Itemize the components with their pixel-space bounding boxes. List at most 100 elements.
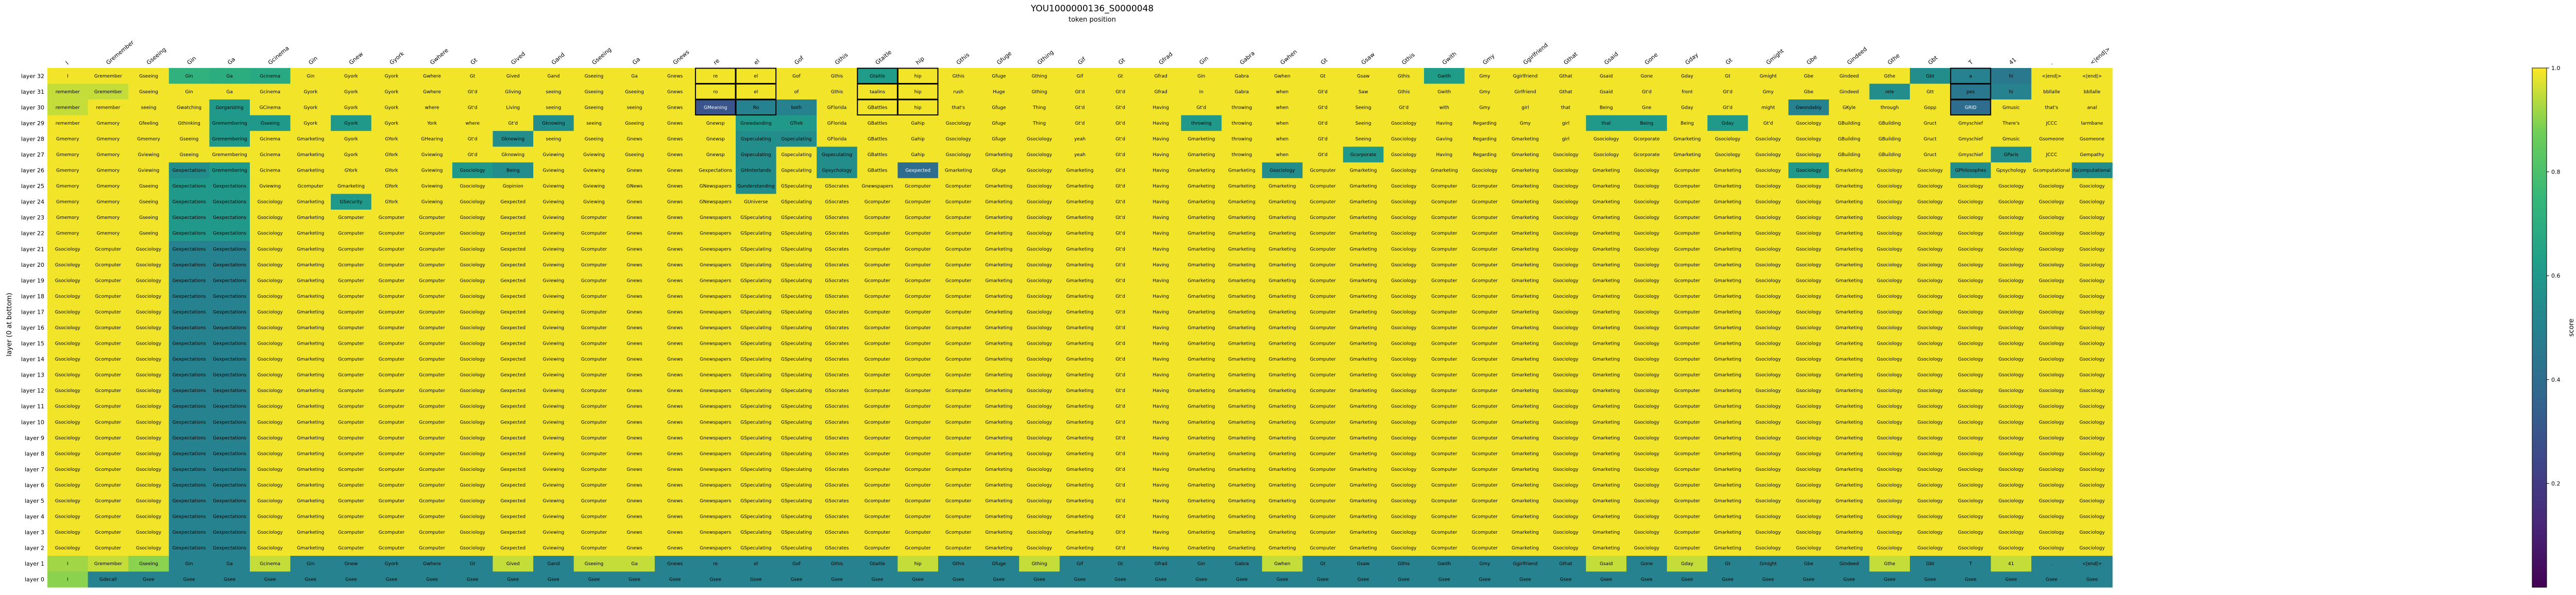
cell-label: Gcomputer [1472, 546, 1498, 551]
cell-label: Gcomputer [581, 546, 607, 551]
heatmap-cell [1383, 194, 1425, 210]
x-tick-label: Gthis [1400, 52, 1416, 66]
cell-label: Gmarketing [1592, 373, 1620, 378]
heatmap-cell [2031, 524, 2072, 540]
cell-label: Gsociology [1755, 200, 1781, 205]
cell-label: Gviewing [543, 420, 565, 425]
heatmap-cell [1181, 430, 1222, 446]
cell-label: Gcomputer [1431, 436, 1458, 441]
cell-label: Gsociology [55, 436, 81, 441]
heatmap-cell [452, 273, 493, 289]
heatmap-cell [1140, 209, 1181, 226]
x-tick-label: Gived [510, 50, 527, 66]
cell-label: Gcomputer [419, 515, 445, 520]
heatmap-cell [695, 83, 736, 100]
cell-label: Gsociology [460, 436, 486, 441]
cell-label: Gt'd [1115, 342, 1125, 347]
cell-label: Gmarketing [985, 184, 1012, 189]
heatmap-cell [1950, 367, 1991, 383]
cell-label: Gin [185, 562, 193, 567]
heatmap-cell [1100, 288, 1141, 304]
heatmap-cell [47, 257, 89, 273]
heatmap-cell [1869, 68, 1910, 84]
cell-label: Gcomputer [905, 483, 931, 488]
heatmap-cell [1059, 288, 1100, 304]
heatmap-cell [452, 492, 493, 509]
cell-label: Gexpectations [213, 247, 246, 252]
cell-label: Gmarketing [1592, 483, 1620, 488]
heatmap-cell [1707, 540, 1749, 556]
heatmap-cell [1910, 162, 1951, 179]
cell-label: Gcomputer [1431, 530, 1458, 535]
cell-label: Gviewing [421, 152, 443, 158]
heatmap-cell [1991, 115, 2032, 131]
cell-label: Gknowing [542, 121, 565, 126]
cell-label: Gnews [626, 546, 642, 551]
cell-label: Gsociology [2039, 184, 2065, 189]
heatmap-cell [897, 131, 939, 147]
heatmap-cell [654, 178, 696, 194]
heatmap-cell [1586, 492, 1627, 509]
cell-label: Gsociology [258, 420, 283, 425]
heatmap-cell [573, 524, 615, 540]
cell-label: Huge [993, 90, 1005, 95]
cell-label: Gsociology [1918, 388, 1943, 394]
heatmap-cell [1302, 524, 1344, 540]
heatmap-cell [1788, 162, 1829, 179]
heatmap-cell [209, 367, 250, 383]
heatmap-cell [1991, 540, 2032, 556]
cell-label: Gnewspapers [861, 184, 893, 189]
heatmap-cell [1828, 257, 1870, 273]
cell-label: Gsociology [2079, 420, 2105, 425]
cell-label: Gsociology [1553, 247, 1579, 252]
cell-label: both [791, 105, 802, 110]
heatmap-cell [573, 241, 615, 258]
cell-label: Gday [1681, 562, 1693, 567]
heatmap-cell [493, 288, 534, 304]
cell-label: Gmarketing [1350, 263, 1377, 268]
cell-label: GSocrates [825, 436, 849, 441]
cell-label: Gcomputer [338, 357, 364, 362]
cell-label: Regarding [1473, 152, 1497, 158]
cell-label: Gexpectations [213, 451, 246, 456]
cell-label: Gsociology [1553, 451, 1579, 456]
cell-label: yeah [1074, 137, 1086, 142]
cell-label: Gsociology [258, 436, 283, 441]
cell-label: Gmarketing [1269, 215, 1296, 220]
heatmap-cell [1262, 398, 1303, 415]
heatmap-cell [1302, 398, 1344, 415]
heatmap-cell [654, 540, 696, 556]
cell-label: Gsociology [2079, 373, 2105, 378]
heatmap-cell [533, 571, 574, 588]
cell-label: Gmarketing [1714, 310, 1741, 315]
heatmap-cell [695, 209, 736, 226]
heatmap-cell [817, 131, 858, 147]
heatmap-cell [1586, 273, 1627, 289]
cell-label: Gmarketing [1350, 247, 1377, 252]
cell-label: Gsociology [258, 483, 283, 488]
heatmap-cell [331, 273, 372, 289]
cell-label: Gsociology [2079, 200, 2105, 205]
cell-label: Gcomputer [419, 483, 445, 488]
cell-label: Gcorporate [1634, 152, 1660, 158]
heatmap-cell [654, 83, 696, 100]
heatmap-cell [1586, 225, 1627, 242]
cell-label: Gmarketing [1066, 231, 1094, 236]
heatmap-cell [1586, 430, 1627, 446]
cell-label: Gsociology [1796, 404, 1822, 410]
cell-label: Gsociology [2039, 247, 2065, 252]
cell-label: Gcomputer [95, 278, 122, 283]
heatmap-cell [331, 319, 372, 336]
heatmap-cell [1059, 571, 1100, 588]
cell-label: Gcomputer [95, 326, 122, 331]
heatmap-cell [1343, 508, 1384, 525]
cell-label: Gcomputer [379, 515, 405, 520]
heatmap-cell [1262, 83, 1303, 100]
heatmap-cell [1100, 508, 1141, 525]
heatmap-cell [1828, 367, 1870, 383]
heatmap-cell [1667, 430, 1708, 446]
cell-label: Gcomputer [95, 294, 122, 299]
heatmap-cell [47, 162, 89, 179]
cell-label: Gsociology [55, 247, 81, 252]
heatmap-cell [168, 555, 210, 572]
